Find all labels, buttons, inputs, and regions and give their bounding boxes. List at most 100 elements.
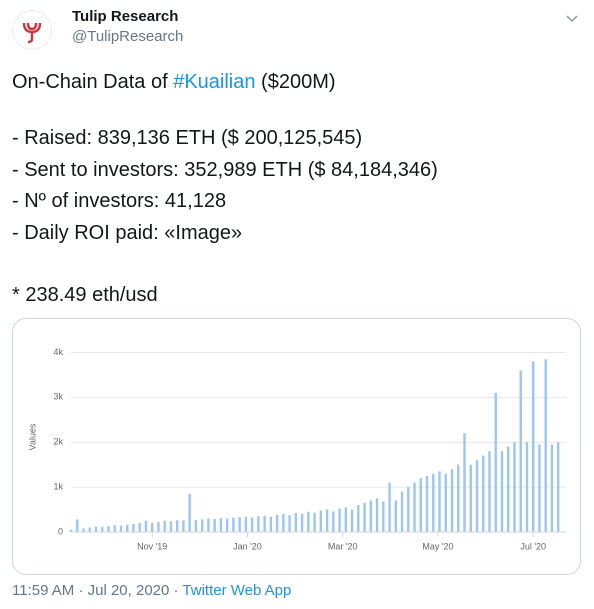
bar	[169, 521, 173, 532]
bar	[313, 512, 316, 532]
bar	[388, 482, 391, 532]
bar	[307, 511, 310, 532]
bar	[232, 517, 235, 532]
y-tick-label: 2k	[53, 437, 63, 447]
bar	[544, 359, 547, 532]
bar	[144, 520, 148, 532]
bar	[525, 442, 529, 532]
bar	[250, 517, 254, 532]
bar	[69, 529, 73, 532]
bar	[101, 527, 104, 532]
bar	[463, 433, 466, 532]
menu-caret[interactable]	[564, 10, 580, 26]
bar	[475, 460, 479, 532]
bar	[394, 500, 397, 532]
x-tick-label: Jul '20	[520, 541, 546, 551]
bar	[457, 464, 460, 532]
tweet-line: - Daily ROI paid: «Image»	[12, 222, 243, 244]
author-handle[interactable]: @TulipResearch	[72, 28, 184, 45]
y-axis-label: Values	[27, 423, 37, 450]
bar	[357, 505, 360, 532]
text: On-Chain Data of	[12, 71, 174, 93]
bar	[82, 528, 85, 532]
caret-icon	[566, 15, 578, 23]
chart: Values 0 1k 2k 3k 4k Nov '19 Jan '20 Mar '20 May…	[27, 347, 566, 551]
bar	[319, 510, 323, 532]
bar	[150, 523, 154, 532]
bar	[119, 525, 123, 532]
bar	[213, 518, 216, 532]
bar	[532, 361, 535, 532]
bar	[94, 526, 98, 532]
bar	[413, 482, 416, 532]
bar	[469, 464, 472, 532]
author-name[interactable]: Tulip Research	[72, 8, 179, 25]
x-tick-label: Mar '20	[328, 541, 358, 551]
avatar-logo	[22, 22, 42, 44]
tweet-line: On-Chain Data of #Kuailian ($200M)	[12, 71, 336, 94]
bar	[325, 509, 329, 532]
bar	[500, 451, 504, 532]
y-tick-label: 4k	[53, 347, 63, 357]
bar	[282, 514, 285, 532]
bar	[513, 442, 516, 532]
bar	[200, 519, 204, 532]
bar	[88, 527, 91, 532]
x-tick-label: Nov '19	[137, 541, 167, 551]
bar	[188, 493, 191, 532]
bar	[275, 514, 279, 532]
bar	[175, 520, 179, 532]
bar	[76, 519, 79, 532]
bar	[519, 370, 522, 532]
separator: ·	[173, 582, 179, 599]
bar	[294, 513, 298, 532]
bar	[126, 524, 129, 532]
bar	[350, 509, 354, 532]
bar	[450, 469, 454, 532]
bar	[419, 478, 422, 532]
bar	[400, 491, 404, 532]
bar	[107, 526, 110, 532]
bar	[432, 473, 435, 532]
bar	[288, 514, 291, 532]
hashtag[interactable]: #Kuailian	[173, 71, 256, 93]
x-tick-label: Jan '20	[233, 541, 262, 551]
bar	[257, 516, 260, 532]
time[interactable]: 11:59 AM	[12, 582, 75, 599]
bar	[238, 517, 241, 532]
bar	[263, 515, 266, 532]
bar	[338, 508, 341, 532]
bar	[157, 522, 160, 532]
avatar[interactable]	[12, 10, 52, 50]
bar	[382, 501, 385, 532]
date[interactable]: Jul 20, 2020	[87, 582, 170, 599]
bar	[219, 518, 223, 532]
bar	[494, 392, 497, 532]
bar	[113, 525, 116, 532]
x-tick-label: May '20	[422, 541, 453, 551]
tweet-line: - Sent to investors: 352,989 ETH ($ 84,1…	[12, 159, 438, 181]
bar	[182, 520, 185, 532]
bar	[132, 523, 135, 532]
bar	[344, 507, 348, 532]
image-card[interactable]: Values 0 1k 2k 3k 4k Nov '19 Jan '20 Mar '20 May…	[12, 318, 581, 575]
bar	[332, 511, 335, 532]
bar	[244, 516, 248, 532]
bar	[207, 518, 210, 532]
y-tick-label: 1k	[53, 481, 63, 491]
bar	[550, 444, 554, 532]
bar	[138, 523, 141, 532]
text: ($200M)	[255, 71, 336, 93]
bar	[407, 487, 410, 532]
bar	[225, 518, 229, 532]
bar	[269, 516, 273, 532]
y-tick-label: 3k	[53, 392, 63, 402]
bar	[425, 475, 429, 532]
bar	[369, 500, 373, 532]
tweet-footer: 11:59 AM · Jul 20, 2020 · Twitter Web Ap…	[12, 582, 291, 599]
bar	[163, 520, 166, 532]
bar	[194, 519, 198, 532]
source[interactable]: Twitter Web App	[182, 582, 292, 599]
bar	[556, 442, 560, 532]
